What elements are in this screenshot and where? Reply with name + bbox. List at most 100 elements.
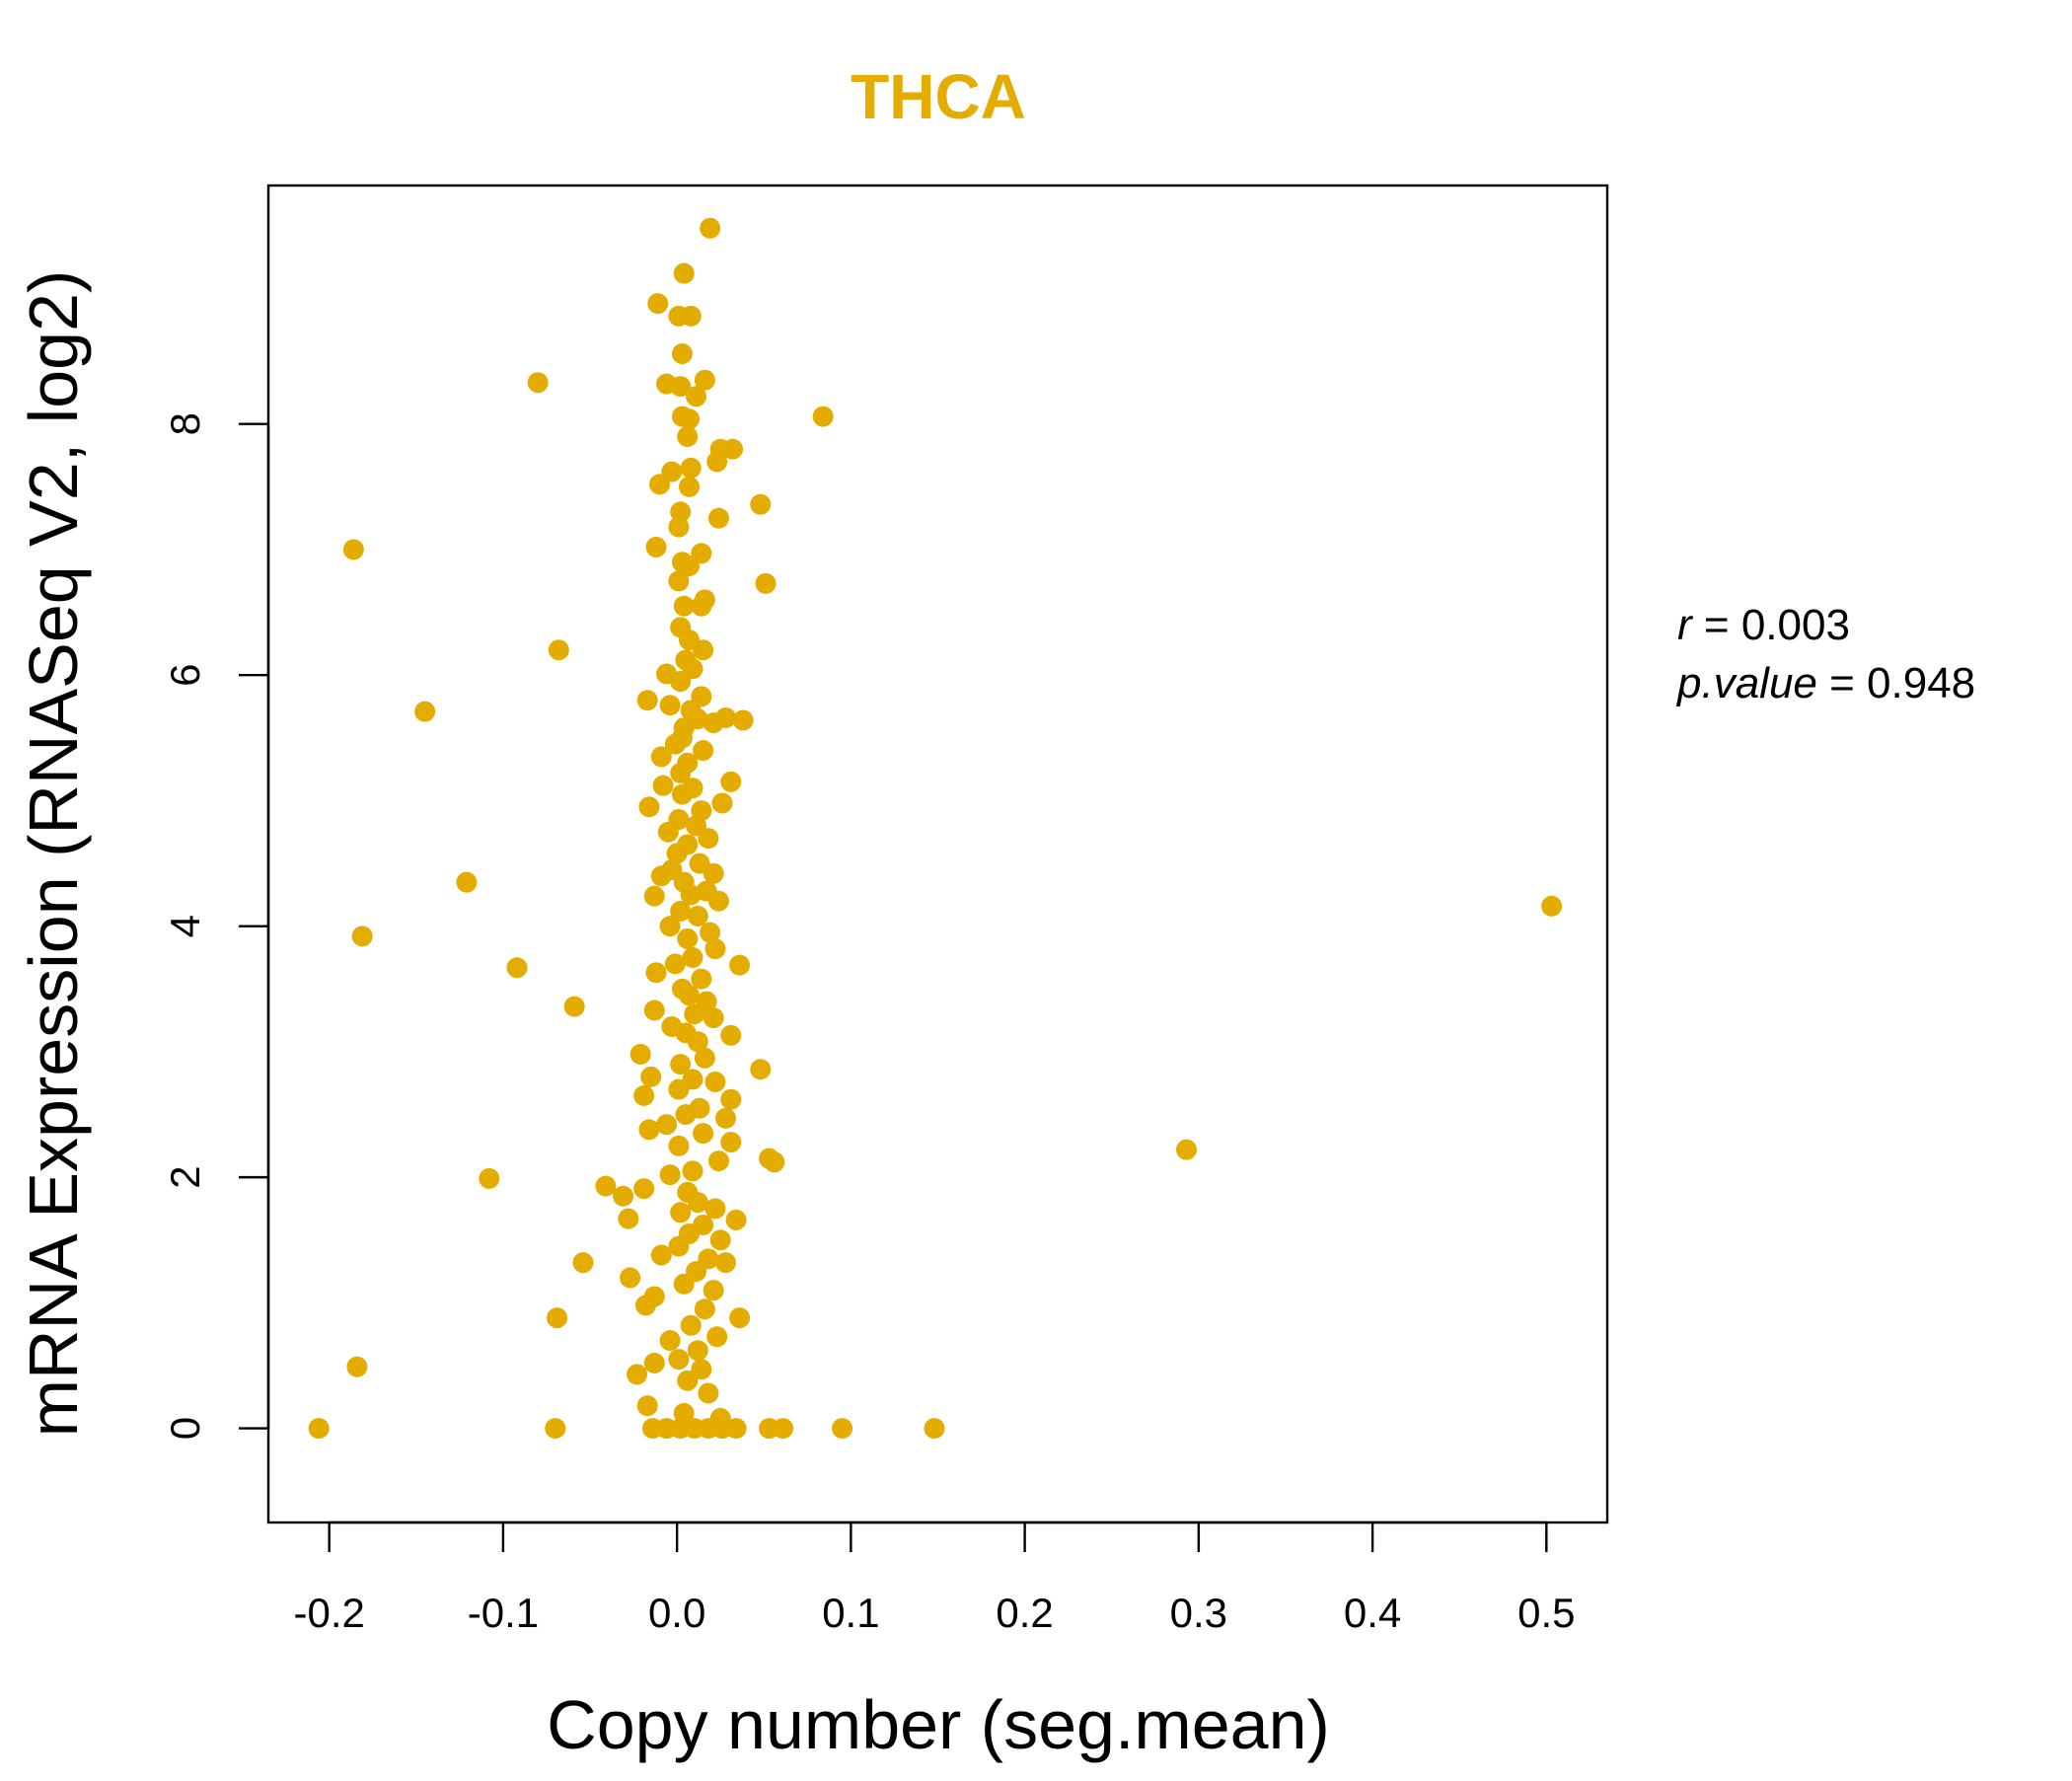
y-tick-label: 6	[162, 664, 208, 687]
data-point	[677, 1370, 699, 1391]
data-point	[704, 1198, 726, 1220]
data-point	[652, 775, 674, 796]
x-tick-label: -0.2	[293, 1590, 364, 1636]
data-point	[698, 828, 719, 850]
data-point	[687, 1192, 708, 1214]
data-point	[700, 922, 721, 943]
data-point	[618, 1208, 639, 1229]
data-point	[764, 1151, 785, 1173]
data-point	[704, 1071, 726, 1092]
data-point	[634, 1295, 656, 1316]
data-point	[659, 695, 681, 716]
data-point	[725, 1418, 747, 1440]
r-value: 0.003	[1741, 601, 1850, 649]
data-point	[703, 1007, 724, 1029]
data-point	[613, 1185, 634, 1207]
data-point	[703, 712, 724, 734]
data-point	[694, 1047, 715, 1069]
data-point	[547, 1307, 568, 1329]
correlation-r-stat: r = 0.003	[1677, 601, 1850, 649]
data-point	[706, 451, 728, 473]
x-axis: -0.2 -0.1 0.0 0.1 0.2 0.3 0.4 0.5	[293, 1521, 1576, 1636]
data-point	[720, 771, 742, 792]
data-point	[668, 1235, 690, 1257]
data-point	[691, 968, 712, 990]
data-point	[668, 570, 690, 592]
data-point	[729, 954, 751, 976]
data-point	[755, 572, 777, 594]
data-point	[659, 1164, 681, 1186]
y-axis-title: mRNA Expression (RNASeq V2, log2)	[15, 270, 92, 1438]
data-point	[649, 474, 671, 495]
data-point	[673, 262, 695, 284]
data-point	[572, 1252, 594, 1274]
data-point	[677, 928, 699, 949]
data-point	[707, 1150, 729, 1172]
data-point	[645, 536, 667, 557]
data-point	[456, 871, 478, 893]
data-point	[773, 1418, 794, 1440]
data-point	[678, 476, 700, 497]
data-point	[668, 1135, 690, 1156]
data-point	[684, 1003, 705, 1025]
data-points	[308, 217, 1563, 1440]
data-point	[673, 595, 695, 617]
data-point	[693, 1123, 714, 1145]
data-point	[720, 1024, 742, 1046]
data-point	[659, 916, 681, 937]
data-point	[687, 1340, 708, 1362]
y-tick-label: 4	[162, 915, 208, 937]
data-point	[1176, 1139, 1198, 1160]
x-tick-label: 0.1	[822, 1590, 879, 1636]
chart-title: THCA	[851, 61, 1026, 132]
data-point	[675, 1104, 697, 1126]
data-point	[414, 701, 436, 722]
data-point	[670, 762, 692, 783]
data-point	[670, 671, 692, 693]
data-point	[506, 957, 528, 979]
data-point	[720, 1088, 742, 1110]
data-point	[638, 796, 660, 818]
data-point	[706, 1326, 728, 1348]
p-symbol: p.value	[1675, 659, 1817, 707]
data-point	[704, 938, 726, 960]
data-point	[668, 1349, 690, 1371]
data-point	[812, 406, 834, 427]
r-equals: =	[1704, 601, 1741, 649]
data-point	[643, 1352, 665, 1373]
data-point	[698, 1382, 719, 1404]
r-symbol: r	[1677, 601, 1694, 649]
data-point	[687, 1031, 708, 1053]
data-point	[678, 556, 700, 577]
x-tick-label: 0.4	[1344, 1590, 1401, 1636]
data-point	[693, 740, 714, 762]
data-point	[678, 408, 700, 430]
data-point	[691, 595, 712, 617]
data-point	[668, 1078, 690, 1100]
data-point	[670, 1054, 692, 1076]
x-tick-label: -0.1	[468, 1590, 539, 1636]
y-axis: 0 2 4 6 8	[162, 412, 270, 1440]
data-point	[636, 690, 658, 711]
data-point	[479, 1167, 500, 1189]
data-point	[720, 1131, 742, 1152]
data-point	[656, 1114, 678, 1136]
data-point	[527, 372, 549, 394]
data-point	[671, 342, 693, 364]
data-point	[620, 1267, 641, 1289]
data-point	[650, 865, 672, 887]
data-point	[545, 1418, 566, 1440]
data-point	[647, 293, 669, 315]
data-point	[650, 1244, 672, 1266]
data-point	[627, 1364, 648, 1385]
data-point	[342, 539, 364, 560]
p-equals: =	[1829, 659, 1867, 707]
data-point	[659, 1330, 681, 1352]
x-tick-label: 0.5	[1517, 1590, 1575, 1636]
data-point	[643, 1000, 665, 1021]
data-point	[707, 890, 729, 912]
data-point	[682, 946, 703, 968]
data-point	[714, 1252, 736, 1274]
